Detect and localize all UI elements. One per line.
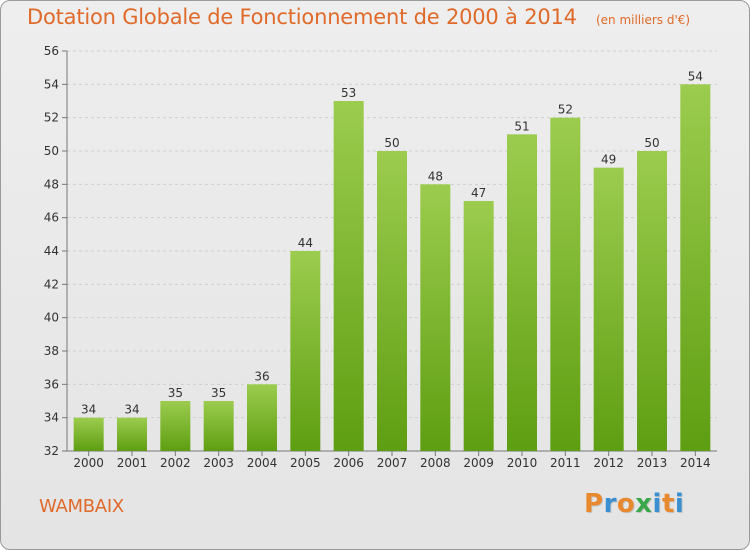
y-tick-label: 38	[44, 344, 59, 358]
bar-2011	[550, 117, 581, 452]
data-label: 50	[644, 136, 659, 150]
bar-2014	[680, 84, 711, 451]
axes: 32 34 36 38 40 42 44 46 48 50 52 54 56 2000 2001 2002 20…	[44, 44, 717, 470]
logo-letter: i	[652, 489, 662, 519]
y-tick-label: 44	[44, 244, 59, 258]
x-tick-label: 2014	[680, 456, 711, 470]
data-label: 53	[341, 86, 356, 100]
logo-letter: o	[616, 489, 636, 519]
data-label: 47	[471, 186, 486, 200]
data-label: 44	[298, 236, 313, 250]
y-tick-label: 52	[44, 111, 59, 125]
data-label: 54	[688, 69, 703, 83]
bar-2004	[247, 384, 277, 451]
bar-2006	[333, 101, 364, 451]
x-tick-label: 2002	[160, 456, 191, 470]
y-tick-label: 50	[44, 144, 59, 158]
chart-title: Dotation Globale de Fonctionnement de 20…	[27, 5, 577, 29]
x-tick-label: 2000	[73, 456, 104, 470]
y-tick-label: 54	[44, 77, 59, 91]
x-tick-label: 2010	[507, 456, 538, 470]
logo-letter: x	[635, 489, 653, 519]
bar-2012	[593, 167, 624, 451]
x-tick-label: 2004	[247, 456, 278, 470]
y-tick-label: 36	[44, 377, 59, 391]
data-label: 50	[384, 136, 399, 150]
x-tick-label: 2013	[637, 456, 668, 470]
x-tick-label: 2009	[463, 456, 494, 470]
x-tick-label: 2007	[377, 456, 408, 470]
x-tick-label: 2003	[203, 456, 234, 470]
x-tick-label: 2006	[333, 456, 364, 470]
data-label: 51	[514, 119, 529, 133]
y-tick-label: 40	[44, 311, 59, 325]
data-label: 35	[211, 386, 226, 400]
proxiti-logo: Proxiti	[584, 489, 684, 519]
bar-2000	[73, 417, 104, 451]
commune-name: WAMBAIX	[39, 496, 124, 517]
y-tick-label: 32	[44, 444, 59, 458]
x-tick-label: 2012	[593, 456, 624, 470]
bar-2009	[463, 201, 494, 451]
title-row: Dotation Globale de Fonctionnement de 20…	[27, 5, 690, 29]
data-label: 34	[81, 403, 96, 417]
x-tick-label: 2011	[550, 456, 581, 470]
data-label: 49	[601, 153, 616, 167]
bar-2002	[160, 401, 191, 451]
data-label: 48	[428, 169, 443, 183]
bars	[73, 84, 711, 452]
data-labels: 34 34 35 35 36 44 53 50 48 47 51 52 49 50 54	[81, 69, 703, 416]
y-tick-label: 34	[44, 411, 59, 425]
y-tick-label: 42	[44, 277, 59, 291]
bar-2001	[117, 417, 147, 451]
data-label: 34	[124, 403, 139, 417]
x-tick-label: 2008	[420, 456, 451, 470]
data-label: 35	[168, 386, 183, 400]
y-tick-label: 48	[44, 177, 59, 191]
y-tick-label: 56	[44, 44, 59, 58]
bar-2013	[637, 151, 667, 451]
chart-subtitle: (en milliers d'€)	[595, 13, 691, 27]
x-tick-label: 2005	[290, 456, 321, 470]
data-label: 52	[558, 103, 573, 117]
logo-letter: P	[584, 489, 604, 519]
data-label: 36	[254, 369, 269, 383]
bar-2003	[203, 401, 234, 451]
bar-2008	[420, 184, 451, 452]
logo-letter: r	[603, 489, 617, 519]
y-tick-label: 46	[44, 211, 59, 225]
bar-2005	[290, 251, 321, 451]
logo-letter: t	[661, 489, 675, 519]
bar-2007	[377, 151, 407, 451]
logo-letter: i	[674, 489, 685, 519]
x-tick-label: 2001	[117, 456, 148, 470]
bar-2010	[507, 134, 537, 452]
